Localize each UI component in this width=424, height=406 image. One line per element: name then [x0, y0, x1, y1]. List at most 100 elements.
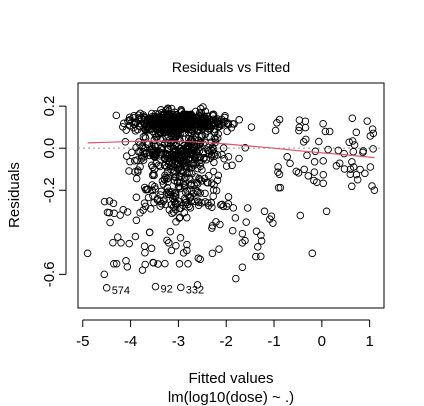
residual-point	[319, 157, 327, 165]
residual-point	[164, 174, 173, 182]
residual-point	[208, 147, 216, 155]
residual-point	[153, 132, 161, 141]
residual-point	[310, 168, 319, 176]
residual-point	[185, 142, 194, 151]
residual-point	[200, 153, 208, 162]
residual-point	[190, 118, 198, 127]
residual-point	[209, 192, 217, 200]
residual-point	[352, 170, 361, 179]
residual-point	[254, 243, 262, 251]
x-axis: -5 -4 -3 -2 -1 0 1	[76, 319, 374, 350]
residual-point	[199, 148, 208, 156]
residual-point	[174, 159, 183, 168]
residual-point	[319, 170, 328, 179]
residual-point	[126, 157, 134, 166]
residual-point	[156, 115, 165, 123]
residual-point	[311, 147, 320, 156]
residual-point	[189, 133, 197, 142]
residual-point	[184, 260, 192, 268]
x-axis-label: Fitted values	[188, 370, 273, 387]
residual-point	[159, 180, 168, 188]
residual-point	[172, 241, 180, 250]
residual-point	[156, 162, 164, 171]
residual-point	[126, 122, 134, 130]
residual-point	[154, 161, 163, 169]
x-axis-sublabel: lm(log10(dose) ~ .)	[168, 389, 294, 406]
residual-point	[151, 185, 160, 193]
residual-point	[169, 208, 178, 216]
residual-point	[348, 182, 356, 191]
residual-point	[274, 184, 283, 192]
residual-point	[294, 169, 303, 177]
residual-point	[132, 174, 141, 183]
residual-point	[143, 124, 152, 133]
residual-point	[158, 116, 166, 125]
residual-point	[194, 116, 203, 124]
residual-point	[102, 284, 111, 292]
residual-point	[356, 165, 364, 174]
residual-point	[174, 197, 182, 205]
residual-point	[363, 117, 371, 125]
residual-point	[149, 170, 158, 178]
residual-point	[119, 123, 127, 131]
residual-point	[295, 116, 304, 124]
residual-point	[177, 283, 185, 292]
residual-point	[222, 202, 231, 211]
residual-point	[301, 123, 310, 132]
residual-point	[183, 240, 191, 249]
residual-point	[267, 212, 276, 220]
residual-point	[114, 233, 122, 241]
residual-point	[201, 189, 209, 198]
residual-point	[301, 117, 310, 125]
residual-point	[213, 176, 222, 185]
residual-point	[194, 140, 202, 149]
x-tick-label: -4	[124, 333, 137, 350]
residual-point	[179, 249, 188, 257]
residual-point	[212, 218, 220, 226]
residual-point	[208, 143, 217, 151]
residual-point	[202, 119, 210, 127]
residual-point	[163, 236, 171, 245]
residual-point	[132, 119, 140, 127]
residual-point	[369, 145, 377, 153]
residual-point	[131, 168, 139, 176]
residual-point	[159, 135, 167, 144]
plot-frame	[77, 82, 385, 309]
residual-point	[124, 117, 132, 125]
residual-point	[238, 263, 247, 271]
residual-point	[174, 165, 183, 174]
residual-point	[167, 201, 176, 209]
residual-point	[100, 197, 109, 206]
residual-point	[171, 151, 179, 159]
residual-point	[196, 255, 204, 264]
residual-point	[348, 114, 357, 122]
x-tick-label: -1	[267, 333, 280, 350]
residual-point	[229, 120, 237, 128]
residual-point	[175, 182, 183, 190]
residual-point	[145, 228, 154, 237]
residual-point	[140, 199, 149, 207]
residual-point	[171, 189, 179, 197]
residual-point	[322, 207, 331, 216]
residual-point	[147, 145, 155, 153]
residual-point	[274, 163, 282, 171]
residual-point	[221, 112, 229, 120]
residual-point	[143, 185, 151, 194]
residual-point	[222, 162, 231, 170]
residual-point	[195, 174, 203, 183]
residual-point	[209, 167, 218, 176]
residual-point	[119, 205, 127, 214]
x-tick-label: -2	[220, 333, 233, 350]
residual-point	[148, 117, 156, 125]
residual-point	[125, 113, 134, 122]
residual-point	[172, 130, 180, 138]
residual-point	[302, 135, 310, 144]
residual-point	[166, 227, 175, 236]
lowess-smooth-line	[87, 140, 375, 159]
residual-point	[208, 249, 217, 258]
residual-point	[173, 179, 182, 187]
residual-point	[179, 168, 187, 176]
residual-point	[197, 131, 206, 139]
residual-point	[214, 171, 223, 180]
residual-point	[171, 199, 180, 207]
